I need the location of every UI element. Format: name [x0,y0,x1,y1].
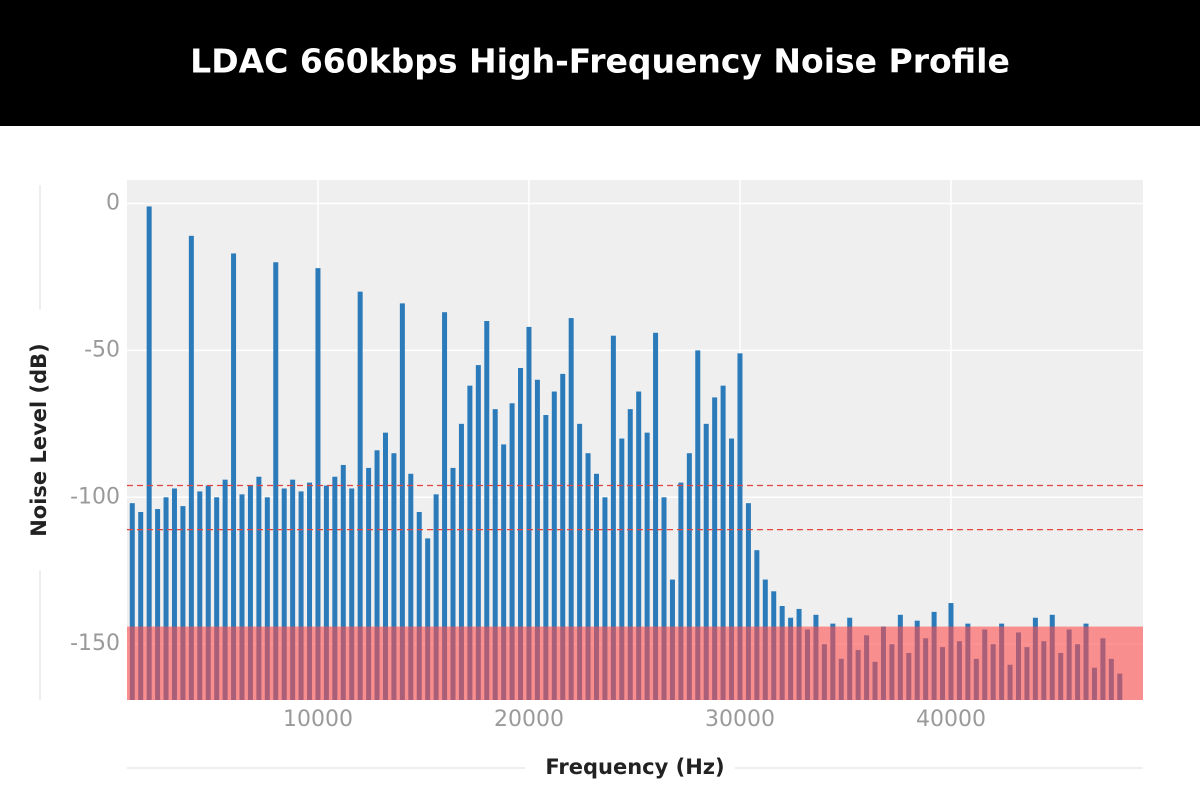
bar [534,379,540,700]
bar [501,444,507,700]
bar [636,391,642,700]
bar [602,497,608,700]
bar [298,491,304,700]
bar [526,326,532,700]
bar [205,485,211,700]
x-tick-label: 30000 [705,707,775,732]
bar [551,391,557,700]
x-tick-label: 10000 [283,707,353,732]
x-tick-label: 40000 [916,707,986,732]
bar [627,409,633,700]
bar [214,497,220,700]
bar [290,479,296,700]
plot-background [127,180,1143,700]
bar [163,497,169,700]
bar [146,206,152,700]
bar [686,453,692,700]
bar [382,432,388,700]
bar [653,332,659,700]
bar [315,268,321,700]
y-axis-label: Noise Level (dB) [27,343,51,537]
bar [644,432,650,700]
bar [273,262,279,700]
bar [661,497,667,700]
y-tick-label: 0 [106,191,120,216]
bar [450,467,456,700]
bar [543,415,549,700]
bar [475,365,481,700]
bar [239,494,245,700]
y-tick-label: -50 [84,337,120,362]
floor-band [127,626,1143,700]
bar [332,476,338,700]
bar [484,321,490,700]
bar [408,473,414,700]
y-tick-label: -100 [70,484,120,509]
bar [610,335,616,700]
bar [745,503,751,700]
bar [416,511,422,700]
bar [357,291,363,700]
bar [188,235,194,700]
bar [374,450,380,700]
bar [281,488,287,700]
bar [678,482,684,700]
bar [467,385,473,700]
bar [425,538,431,700]
bar [138,511,144,700]
bar [577,423,583,700]
bar [307,482,313,700]
bar [222,479,228,700]
bar [129,503,135,700]
bar [155,509,161,700]
bar [180,506,186,700]
x-axis-label: Frequency (Hz) [545,755,724,779]
bar [231,253,237,700]
bar [737,353,743,700]
bar [729,438,735,700]
bar [442,312,448,700]
bar [323,485,329,700]
bar [568,318,574,700]
y-tick-label: -150 [70,631,120,656]
bar [593,473,599,700]
bar [458,423,464,700]
bar [703,423,709,700]
bar [256,476,262,700]
bar [712,397,718,700]
bar [560,373,566,700]
bar [391,453,397,700]
bar [695,350,701,700]
bar [518,368,524,700]
bar [366,467,372,700]
bar [754,550,760,700]
x-tick-label: 20000 [494,707,564,732]
bar [264,497,270,700]
bar [340,464,346,700]
bar [509,403,515,700]
bar [619,438,625,700]
bar [197,491,203,700]
header [0,0,1200,126]
chart-title: LDAC 660kbps High-Frequency Noise Profil… [190,42,1010,81]
bar [349,488,355,700]
bar [492,409,498,700]
bar [585,453,591,700]
bar [399,303,405,700]
bar [247,485,253,700]
bar [720,385,726,700]
bar [171,488,177,700]
bar [433,494,439,700]
